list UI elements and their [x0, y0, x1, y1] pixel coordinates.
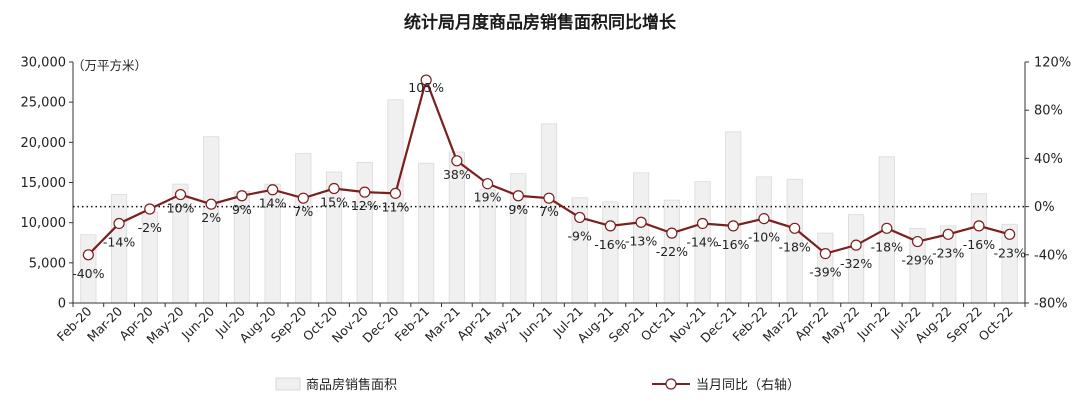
right-tick-label: 120% [1034, 56, 1071, 71]
yoy-data-label: -39% [809, 265, 841, 280]
yoy-data-label: -18% [779, 239, 811, 254]
yoy-point [973, 220, 985, 232]
left-tick-label: 25,000 [21, 96, 67, 111]
yoy-point [543, 192, 555, 204]
yoy-point [850, 239, 862, 251]
yoy-data-label: 2% [201, 210, 221, 225]
yoy-point [666, 227, 678, 239]
yoy-point [574, 211, 586, 224]
yoy-point [451, 155, 463, 167]
yoy-point [328, 182, 340, 195]
left-tick-label: 30,000 [21, 56, 67, 71]
bar [418, 162, 435, 304]
yoy-data-label: -22% [656, 244, 688, 259]
legend-bar-label: 商品房销售面积 [306, 377, 397, 393]
yoy-data-label: -23% [932, 245, 964, 260]
yoy-point [297, 192, 309, 204]
yoy-point [512, 190, 524, 202]
yoy-data-label: 105% [408, 80, 444, 95]
yoy-data-label: -18% [871, 239, 903, 254]
yoy-point [819, 247, 831, 260]
yoy-data-label: -9% [568, 228, 592, 243]
yoy-point [696, 217, 709, 230]
yoy-point [236, 190, 248, 202]
yoy-point [758, 213, 770, 225]
yoy-point [420, 74, 432, 86]
yoy-data-label: 9% [508, 202, 528, 217]
yoy-data-label: -40% [72, 266, 104, 281]
yoy-data-label: 10% [167, 201, 195, 216]
yoy-point [205, 198, 217, 210]
right-tick-label: -40% [1034, 248, 1068, 263]
x-tick-label: Mar-20 [84, 303, 125, 344]
yoy-data-label: -13% [625, 233, 657, 248]
yoy-data-label: -16% [717, 237, 749, 252]
yoy-point [267, 184, 279, 196]
yoy-point [789, 222, 801, 234]
yoy-data-label: -23% [993, 245, 1025, 260]
bar [725, 131, 742, 304]
yoy-point [359, 186, 371, 198]
chart-title: 统计局月度商品房销售面积同比增长 [404, 12, 677, 33]
yoy-point [881, 222, 893, 234]
x-tick-label: Jun-20 [178, 303, 218, 343]
x-tick-label: Oct-22 [975, 304, 1015, 344]
yoy-data-label: 38% [443, 167, 471, 182]
yoy-data-label: 14% [259, 196, 287, 211]
line-series: -40%-14%-2%10%2%9% 14%7%15% 12% 11%105%38%1… [72, 74, 1026, 281]
yoy-data-label: 9% [232, 202, 252, 217]
yoy-data-label: -29% [901, 253, 933, 268]
bar [602, 201, 619, 304]
yoy-data-label: -14% [686, 234, 718, 249]
x-tick-label: Jun-22 [853, 304, 893, 344]
left-tick-label: 0 [58, 297, 66, 312]
right-tick-label: 0% [1034, 200, 1055, 215]
left-tick-label: 10,000 [21, 216, 67, 231]
yoy-point [635, 216, 647, 228]
legend-bar-swatch [275, 377, 301, 391]
yoy-point [174, 188, 187, 201]
yoy-data-label: 7% [539, 204, 559, 219]
yoy-data-label: 15% [320, 195, 348, 210]
bar [356, 162, 373, 304]
legend: 商品房销售面积 当月同比（右轴） [275, 377, 800, 393]
yoy-point [144, 203, 156, 215]
yoy-point [911, 235, 924, 248]
yoy-point [481, 178, 494, 190]
yoy-data-label: -16% [963, 237, 995, 252]
right-tick-label: 80% [1034, 104, 1063, 119]
bar-series [80, 99, 1018, 304]
yoy-data-label: 11% [382, 199, 410, 214]
yoy-data-label: 7% [293, 204, 313, 219]
yoy-point [604, 220, 617, 232]
legend-line-marker [665, 378, 677, 390]
bar [295, 153, 312, 304]
yoy-point [1004, 228, 1016, 240]
left-tick-label: 15,000 [21, 176, 67, 191]
left-tick-label: 5,000 [29, 256, 66, 271]
yoy-point [113, 217, 125, 230]
yoy-data-label: -10% [748, 230, 780, 245]
left-tick-label: 20,000 [21, 136, 67, 151]
yoy-data-label: -32% [840, 256, 872, 271]
yoy-data-label: -16% [594, 237, 626, 252]
yoy-data-label: -2% [138, 220, 162, 235]
right-tick-label: -80% [1034, 297, 1068, 312]
x-tick-label: Mar-22 [760, 304, 801, 345]
yoy-point [82, 249, 94, 261]
yoy-data-label: 19% [474, 190, 502, 205]
yoy-data-label: -14% [103, 234, 135, 249]
x-tick-label: Jun-21 [516, 304, 556, 344]
yoy-point [727, 220, 739, 232]
right-tick-label: 40% [1034, 152, 1063, 167]
yoy-data-label: 12% [351, 198, 379, 213]
yoy-point [389, 187, 402, 199]
left-axis-unit: （万平方米） [72, 58, 147, 73]
x-tick-label: Mar-21 [422, 304, 463, 345]
yoy-point [942, 228, 954, 240]
legend-line-label: 当月同比（右轴） [696, 378, 800, 393]
